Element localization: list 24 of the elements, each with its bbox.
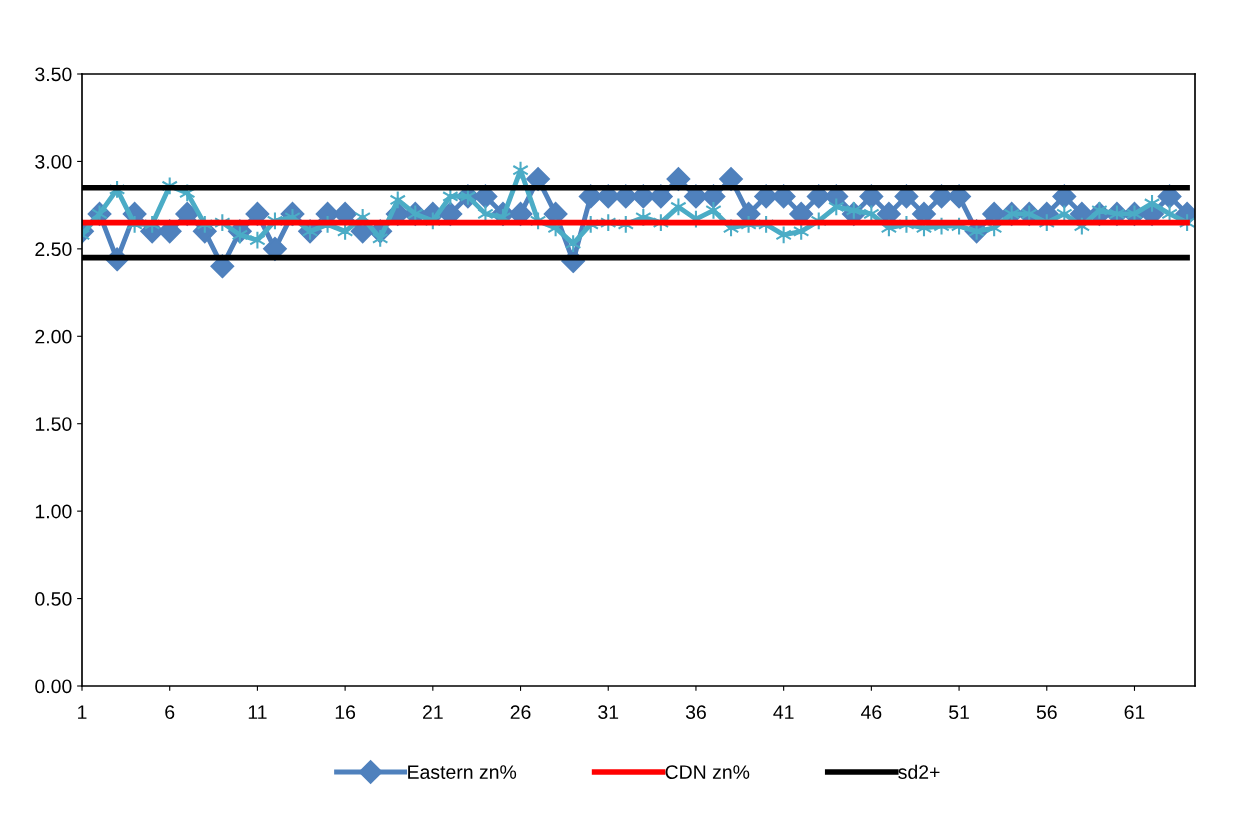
y-tick-label: 3.50 bbox=[35, 67, 72, 82]
x-tick-label: 46 bbox=[861, 705, 882, 720]
y-tick-label: 1.50 bbox=[35, 417, 72, 431]
x-tick-label: 61 bbox=[1124, 705, 1145, 720]
y-tick-label: 1.00 bbox=[35, 504, 72, 519]
y-tick-label: 2.00 bbox=[35, 329, 72, 344]
x-tick-label: 31 bbox=[598, 705, 619, 720]
legend-label: CDN zn% bbox=[665, 765, 750, 779]
x-tick-label: 36 bbox=[685, 705, 706, 720]
y-tick-label: 2.50 bbox=[35, 242, 72, 257]
x-tick-label: 21 bbox=[422, 705, 443, 719]
x-tick-label: 56 bbox=[1036, 705, 1057, 720]
x-tick-label: 1 bbox=[78, 705, 87, 719]
y-tick-label: 0.50 bbox=[35, 592, 72, 606]
legend-label: Eastern zn% bbox=[408, 765, 517, 779]
x-tick-label: 11 bbox=[248, 705, 267, 719]
x-tick-label: 16 bbox=[335, 705, 356, 720]
y-tick-label: 3.00 bbox=[35, 154, 72, 169]
x-tick-label: 6 bbox=[165, 705, 175, 720]
x-tick-label: 41 bbox=[773, 705, 794, 719]
x-tick-label: 26 bbox=[510, 705, 531, 720]
x-tick-label: 51 bbox=[949, 705, 969, 720]
y-tick-label: 0.00 bbox=[35, 679, 72, 694]
legend-label: sd2+ bbox=[898, 764, 940, 779]
